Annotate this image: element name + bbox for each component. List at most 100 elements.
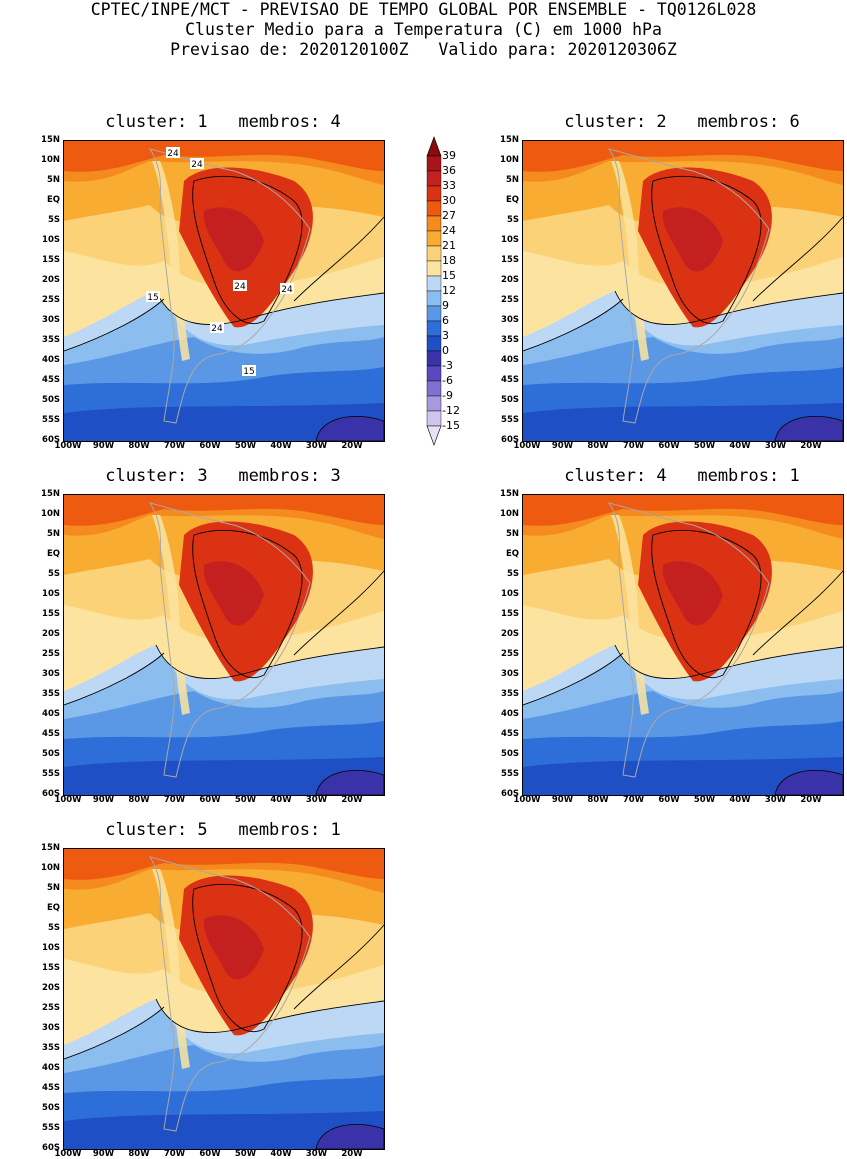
lat-tick-label: 30S xyxy=(42,1023,60,1033)
lat-tick-label: 5N xyxy=(46,529,60,539)
lon-tick-label: 20W xyxy=(341,441,363,451)
title-line-2: Cluster Medio para a Temperatura (C) em … xyxy=(185,20,662,39)
lat-tick-label: EQ xyxy=(46,549,60,559)
lat-tick-label: 15N xyxy=(41,489,60,499)
lat-tick-label: 40S xyxy=(501,709,519,719)
lat-tick-label: 10N xyxy=(41,863,60,873)
lon-tick-label: 60W xyxy=(199,441,221,451)
lat-tick-label: 5N xyxy=(505,529,519,539)
lat-tick-label: 10N xyxy=(500,155,519,165)
lat-tick-label: 50S xyxy=(501,395,519,405)
lon-tick-label: 20W xyxy=(341,795,363,805)
lat-tick-label: EQ xyxy=(46,903,60,913)
title-line-1: CPTEC/INPE/MCT - PREVISAO DE TEMPO GLOBA… xyxy=(90,0,757,19)
lon-tick-label: 30W xyxy=(305,441,328,451)
lat-tick-label: 60S xyxy=(42,1143,60,1153)
lat-tick-label: 50S xyxy=(42,395,60,405)
lat-tick-label: 40S xyxy=(42,355,60,365)
lat-tick-label: 50S xyxy=(42,1103,60,1113)
colorbar-label: 12 xyxy=(442,284,456,297)
lon-tick-label: 80W xyxy=(587,441,609,451)
lat-tick-label: EQ xyxy=(46,195,60,205)
lat-tick-label: 45S xyxy=(42,1083,60,1093)
lon-tick-label: 70W xyxy=(622,441,645,451)
title-line-3: Previsao de: 2020120100Z Valido para: 20… xyxy=(170,40,677,59)
colorbar-swatch xyxy=(426,185,442,202)
lat-tick-label: 35S xyxy=(501,335,519,345)
colorbar-label: 21 xyxy=(442,239,456,252)
colorbar-swatch xyxy=(426,425,442,446)
colorbar-label: -12 xyxy=(442,404,460,417)
svg-text:15: 15 xyxy=(243,367,254,377)
map-panel-cluster-1: 24 24 24 24 24 15 15 xyxy=(63,140,385,442)
colorbar-swatch xyxy=(426,410,442,427)
colorbar-label: 18 xyxy=(442,254,456,267)
temperature-field: 24 24 24 24 24 15 15 xyxy=(64,141,384,441)
lon-tick-label: 30W xyxy=(305,795,328,805)
lat-tick-label: 5N xyxy=(505,175,519,185)
lat-tick-label: 40S xyxy=(501,355,519,365)
lon-tick-label: 40W xyxy=(270,1149,292,1159)
lat-tick-label: 35S xyxy=(42,335,60,345)
lon-tick-label: 70W xyxy=(163,1149,186,1159)
colorbar-swatch xyxy=(426,230,442,247)
lat-tick-label: EQ xyxy=(505,549,519,559)
lat-tick-label: 10N xyxy=(41,509,60,519)
lat-tick-label: 15S xyxy=(501,609,519,619)
lon-tick-label: 80W xyxy=(128,795,150,805)
lat-tick-label: 30S xyxy=(42,669,60,679)
lat-tick-label: 60S xyxy=(501,435,519,445)
panel-title: cluster: 2 membros: 6 xyxy=(564,112,800,132)
contour-label: 24 xyxy=(190,158,204,170)
lon-tick-label: 60W xyxy=(199,1149,221,1159)
lat-tick-label: 40S xyxy=(42,1063,60,1073)
lon-tick-label: 80W xyxy=(128,441,150,451)
lat-tick-label: 35S xyxy=(501,689,519,699)
colorbar-swatch xyxy=(426,350,442,367)
lon-tick-label: 70W xyxy=(163,441,186,451)
colorbar-swatch xyxy=(426,275,442,292)
colorbar-label: 15 xyxy=(442,269,456,282)
colorbar-swatch xyxy=(426,245,442,262)
lat-tick-label: 20S xyxy=(501,275,519,285)
lat-tick-label: 5N xyxy=(46,883,60,893)
panel-title: cluster: 5 membros: 1 xyxy=(105,820,341,840)
lon-tick-label: 100W xyxy=(513,441,541,451)
lat-tick-label: 40S xyxy=(42,709,60,719)
lon-tick-label: 50W xyxy=(693,795,716,805)
lat-tick-label: 15N xyxy=(500,135,519,145)
colorbar-swatch xyxy=(426,170,442,187)
colorbar-label: 9 xyxy=(442,299,449,312)
colorbar-swatch xyxy=(426,320,442,337)
lat-tick-label: 10S xyxy=(501,235,519,245)
lat-tick-label: 60S xyxy=(501,789,519,799)
contour-label: 15 xyxy=(146,291,160,303)
lon-tick-label: 90W xyxy=(92,795,115,805)
lat-tick-label: 5S xyxy=(506,215,519,225)
colorbar-label: -9 xyxy=(442,389,453,402)
lon-tick-label: 80W xyxy=(128,1149,150,1159)
lat-tick-label: 45S xyxy=(501,375,519,385)
colorbar-label: 24 xyxy=(442,224,456,237)
colorbar-swatch xyxy=(426,155,442,172)
lon-tick-label: 100W xyxy=(54,795,82,805)
contour-label: 24 xyxy=(280,283,294,295)
lat-tick-label: 45S xyxy=(42,375,60,385)
lon-tick-label: 20W xyxy=(800,795,822,805)
colorbar-swatch xyxy=(426,305,442,322)
colorbar-swatch xyxy=(426,260,442,277)
lat-tick-label: 5N xyxy=(46,175,60,185)
colorbar-label: -15 xyxy=(442,419,460,432)
colorbar-swatch xyxy=(426,380,442,397)
lon-tick-label: 90W xyxy=(92,1149,115,1159)
colorbar-label: -6 xyxy=(442,374,453,387)
lon-tick-label: 50W xyxy=(693,441,716,451)
lat-tick-label: 5S xyxy=(47,215,60,225)
lon-tick-label: 30W xyxy=(764,795,787,805)
contour-label: 24 xyxy=(233,280,247,292)
lon-tick-label: 90W xyxy=(551,441,574,451)
lon-tick-label: 40W xyxy=(270,795,292,805)
lat-tick-label: 20S xyxy=(42,629,60,639)
lat-tick-label: 35S xyxy=(42,1043,60,1053)
